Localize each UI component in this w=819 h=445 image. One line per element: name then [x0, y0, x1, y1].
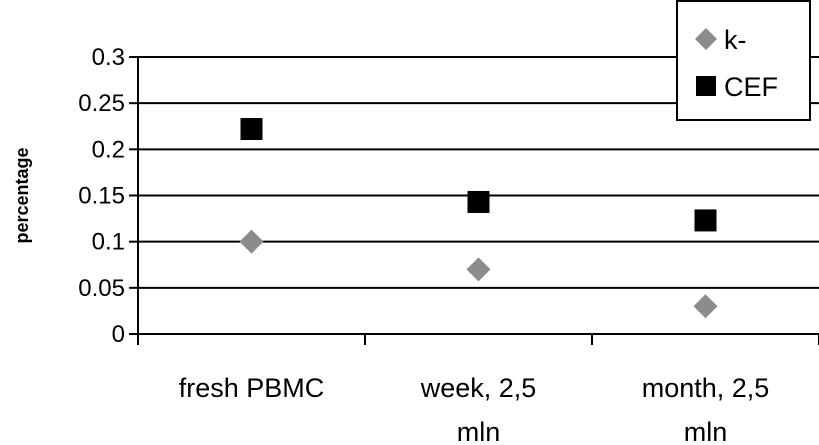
legend: k- CEF: [676, 0, 811, 121]
y-axis-label: percentage: [12, 147, 32, 243]
y-tick-label: 0.25: [78, 90, 125, 117]
axes: [129, 56, 819, 345]
legend-marker: [696, 76, 716, 96]
x-category-label: fresh PBMC: [179, 373, 325, 403]
x-category-label: month, 2,5 mln: [642, 373, 770, 445]
y-tick-label: 0.05: [78, 275, 125, 302]
data-point-cef: [694, 209, 717, 232]
x-category-label: week, 2,5 mln: [420, 373, 537, 445]
data-points: [239, 118, 718, 319]
data-point-cef: [240, 118, 263, 141]
y-tick-label: 0.15: [78, 183, 125, 210]
x-category-labels: fresh PBMC week, 2,5 mln month, 2,5 mln: [179, 373, 770, 445]
y-tick-label: 0.1: [92, 229, 125, 256]
data-point-cef: [467, 190, 490, 213]
y-tick-labels: 0 0.05 0.1 0.15 0.2 0.25 0.3: [78, 44, 125, 348]
legend-marker: [695, 28, 717, 50]
legend-label: CEF: [724, 72, 778, 102]
legend-box: [676, 0, 811, 121]
data-point-k: [693, 294, 718, 319]
data-point-k: [466, 257, 491, 282]
y-tick-label: 0.2: [92, 136, 125, 163]
y-tick-label: 0: [112, 321, 125, 348]
data-point-k: [239, 229, 264, 254]
y-tick-label: 0.3: [92, 44, 125, 71]
legend-label: k-: [724, 25, 747, 55]
